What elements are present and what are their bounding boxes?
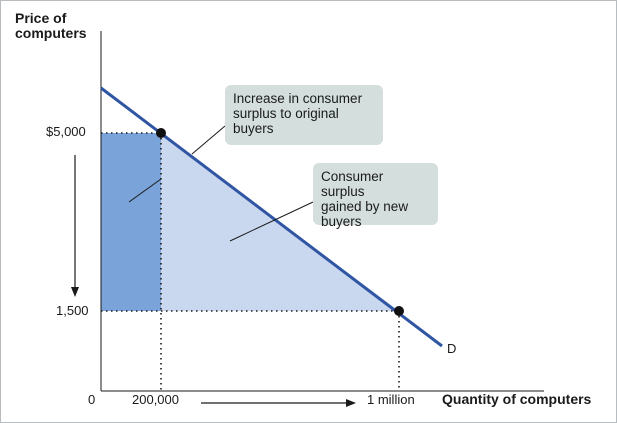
original-buyers-callout: Increase in consumer surplus to original…	[225, 85, 383, 145]
origin-label: 0	[88, 392, 96, 407]
original-buyers-callout-line3: buyers	[233, 121, 274, 136]
point-200000-5000	[156, 128, 166, 138]
y-axis-title: Price of computers	[15, 11, 87, 41]
new-buyers-callout-line3: buyers	[321, 214, 362, 229]
y-axis-title-line2: computers	[15, 25, 87, 41]
new-buyers-callout-line1: Consumer surplus	[321, 169, 384, 199]
quantity-increase-arrow-head	[346, 399, 356, 407]
price-decrease-arrow-head	[71, 287, 79, 297]
y-tick-1500: 1,500	[56, 303, 89, 318]
original-buyers-callout-line2: surplus to original	[233, 106, 339, 121]
leader-original-buyers-2	[191, 125, 226, 155]
x-axis-title: Quantity of computers	[442, 391, 592, 407]
original-buyers-surplus-area	[101, 133, 161, 311]
new-buyers-callout-line2: gained by new	[321, 199, 409, 214]
leader-new-buyers	[229, 201, 314, 242]
x-tick-1million: 1 million	[367, 392, 415, 407]
y-tick-5000: $5,000	[46, 124, 86, 139]
leader-original-buyers	[128, 178, 162, 203]
new-buyers-callout: Consumer surplus gained by new buyers	[313, 163, 438, 229]
x-tick-200000: 200,000	[132, 392, 179, 407]
y-axis-title-line1: Price of	[15, 10, 67, 26]
point-1million-1500	[394, 306, 404, 316]
original-buyers-callout-line1: Increase in consumer	[233, 91, 363, 106]
demand-curve-label: D	[447, 341, 457, 356]
